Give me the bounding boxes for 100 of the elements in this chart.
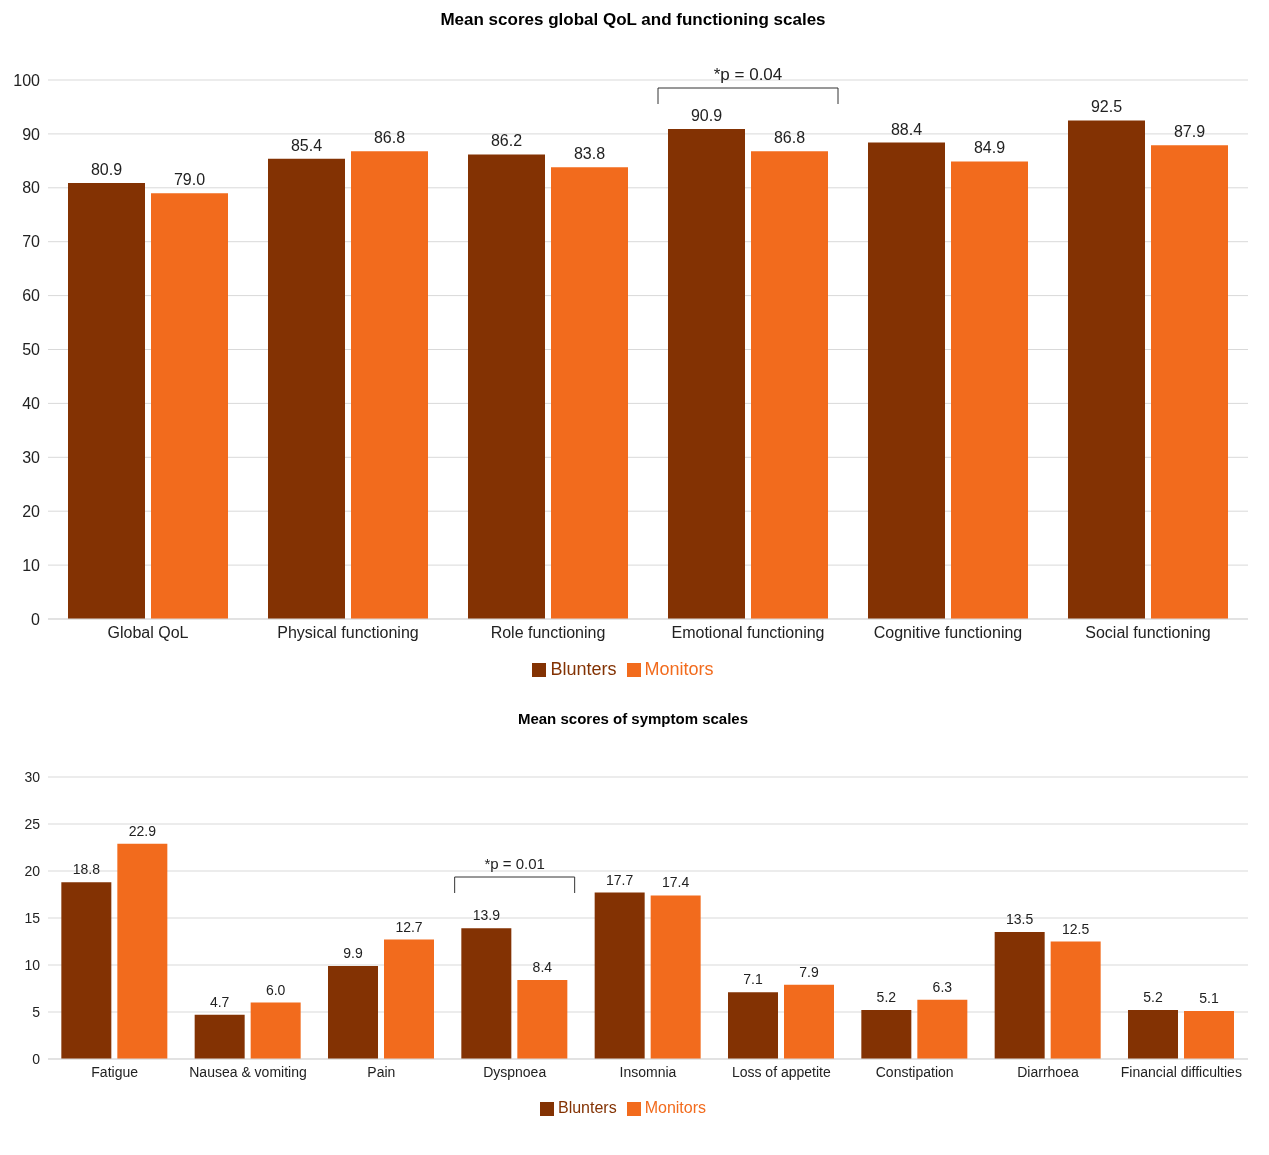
bar: [151, 193, 228, 619]
x-tick-label: Constipation: [875, 1063, 954, 1080]
bar: [468, 154, 545, 619]
data-label: 9.9: [343, 944, 363, 961]
legend-label: Monitors: [644, 1099, 707, 1116]
data-label: 18.8: [72, 861, 101, 878]
y-tick-label: 10: [24, 956, 41, 973]
data-label: 7.9: [799, 963, 819, 980]
data-label: 7.1: [743, 971, 763, 988]
y-tick-label: 100: [13, 71, 41, 89]
bar: [861, 1010, 912, 1059]
bar: [650, 895, 701, 1059]
bar: [728, 992, 778, 1059]
legend-label: Blunters: [550, 659, 617, 679]
y-tick-label: 0: [32, 1050, 41, 1067]
bar: [751, 151, 828, 619]
bar: [951, 161, 1028, 619]
bar: [668, 129, 745, 619]
y-tick-label: 10: [22, 556, 41, 574]
data-label: 4.7: [209, 993, 230, 1010]
bar: [250, 1002, 301, 1059]
y-tick-label: 25: [24, 815, 41, 832]
data-label: 12.7: [395, 918, 423, 935]
chart-title: Mean scores global QoL and functioning scales: [439, 10, 827, 30]
data-label: 79.0: [173, 171, 206, 189]
data-label: 83.8: [573, 145, 606, 163]
x-tick-label: Financial difficulties: [1120, 1063, 1242, 1080]
bar: [117, 843, 168, 1059]
data-label: 22.9: [128, 822, 157, 839]
bar: [461, 928, 512, 1059]
annotation: *p = 0.04: [713, 65, 783, 84]
bar: [868, 142, 945, 619]
bar: [68, 182, 145, 619]
y-tick-label: 80: [22, 179, 41, 197]
y-tick-label: 60: [22, 287, 41, 305]
data-label: 87.9: [1173, 123, 1206, 141]
y-tick-label: 30: [22, 448, 41, 466]
data-label: 5.2: [876, 989, 897, 1006]
x-tick-label: Dyspnoea: [483, 1063, 547, 1080]
chart-title: Mean scores of symptom scales: [516, 710, 750, 727]
y-tick-label: 70: [22, 233, 41, 251]
data-label: 6.3: [932, 978, 953, 995]
y-tick-label: 30: [24, 768, 41, 785]
data-label: 85.4: [290, 136, 323, 154]
bar: [594, 892, 645, 1059]
y-tick-label: 0: [31, 610, 41, 628]
data-label: 5.1: [1199, 990, 1219, 1007]
data-label: 84.9: [973, 139, 1006, 157]
data-label: 86.8: [373, 129, 406, 147]
bar: [1151, 145, 1228, 619]
data-label: 86.2: [490, 132, 523, 150]
data-label: 13.5: [1006, 911, 1034, 928]
x-tick-label: Loss of appetite: [731, 1063, 831, 1080]
data-label: 90.9: [690, 107, 723, 125]
data-label: 6.0: [265, 981, 286, 998]
bar: [268, 158, 345, 619]
y-tick-label: 40: [22, 395, 41, 413]
data-label: 17.7: [606, 871, 634, 888]
bar: [1050, 941, 1101, 1059]
x-tick-label: Fatigue: [91, 1063, 139, 1080]
data-label: 8.4: [532, 959, 553, 976]
x-tick-label: Nausea & vomiting: [189, 1063, 307, 1080]
data-label: 5.2: [1143, 989, 1163, 1006]
data-label: 86.8: [773, 129, 806, 147]
bar: [994, 932, 1045, 1059]
annotation: *p = 0.01: [484, 855, 545, 872]
data-label: 13.9: [472, 907, 501, 924]
x-tick-label: Emotional functioning: [671, 624, 825, 642]
bar: [1184, 1011, 1234, 1059]
x-tick-label: Social functioning: [1085, 624, 1211, 642]
data-label: 12.5: [1062, 920, 1090, 937]
x-tick-label: Global QoL: [107, 624, 189, 642]
y-tick-label: 90: [22, 125, 41, 143]
data-label: 17.4: [662, 874, 690, 891]
legend-label: Blunters: [557, 1099, 617, 1116]
bar: [384, 939, 434, 1059]
y-tick-label: 50: [22, 341, 41, 359]
bar: [551, 167, 628, 619]
bar: [1128, 1010, 1178, 1059]
bar: [1068, 120, 1145, 619]
bar: [328, 965, 378, 1059]
x-tick-label: Cognitive functioning: [873, 624, 1023, 642]
y-tick-label: 15: [24, 909, 41, 926]
bar: [351, 151, 428, 619]
data-label: 92.5: [1090, 98, 1123, 116]
x-tick-label: Insomnia: [619, 1063, 677, 1080]
legend-label: Monitors: [644, 659, 714, 679]
x-tick-label: Physical functioning: [277, 624, 419, 642]
y-tick-label: 5: [32, 1003, 41, 1020]
y-tick-label: 20: [24, 862, 41, 879]
data-label: 88.4: [890, 120, 923, 138]
bar: [61, 882, 112, 1059]
y-tick-label: 20: [22, 502, 41, 520]
bar: [784, 984, 834, 1059]
x-tick-label: Role functioning: [490, 624, 606, 642]
bar: [517, 980, 568, 1059]
bar: [917, 999, 968, 1059]
x-tick-label: Pain: [367, 1063, 396, 1080]
data-label: 80.9: [90, 160, 123, 178]
x-tick-label: Diarrhoea: [1017, 1063, 1079, 1080]
